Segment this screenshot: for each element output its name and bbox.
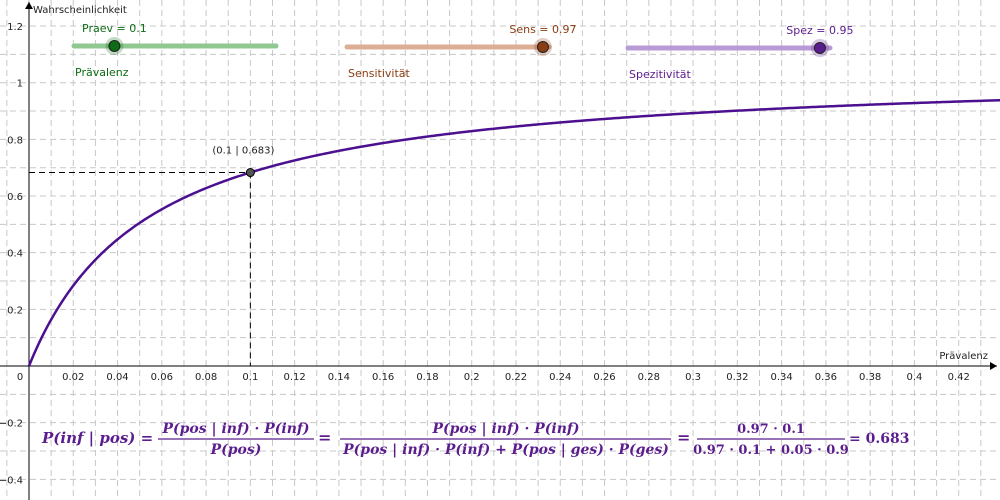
point-label: (0.1 | 0.683) [212,146,274,157]
formula-frac1-denominator: P(pos) [210,442,262,458]
x-tick-label: 0.42 [948,372,970,383]
x-tick-label: 0.36 [815,372,837,383]
formula-frac1-numerator: P(pos | inf) · P(inf) [161,421,309,437]
x-tick-label: 0.08 [195,372,217,383]
formula-frac3-denominator: 0.97 · 0.1 + 0.05 · 0.9 [693,443,849,458]
y-tick-label: 0.4 [7,249,23,260]
x-tick-label: 0.14 [328,372,350,383]
y-tick-label: 0.2 [7,305,23,316]
y-tick-labels: 1.2 1 0.8 0.6 0.4 0.2 −0.2 −0.4 [0,22,23,486]
x-tick-label: 0.32 [726,372,748,383]
x-axis-label: Prävalenz [939,351,988,362]
x-tick-label: 0.18 [416,372,438,383]
formula-equals-1: = [318,428,331,447]
bayes-formula: P(inf | pos) = P(pos | inf) · P(inf) P(p… [41,421,909,458]
y-tick-label: 0.6 [7,192,23,203]
x-tick-label: 0.24 [549,372,571,383]
slider-caption: Sens = 0.97 [509,23,576,36]
probability-curve[interactable] [27,98,1000,367]
x-tick-label: 0.1 [242,372,258,383]
slider-label: Prävalenz [75,66,129,79]
slider-label: Spezitivität [629,68,692,81]
formula-lhs: P(inf | pos) = [41,429,153,447]
x-tick-labels: 0 0.02 0.04 0.06 0.08 0.1 0.12 0.14 0.16 0.18 0.2 0… [17,372,970,383]
formula-frac3-numerator: 0.97 · 0.1 [737,422,805,437]
x-axis-arrow [990,362,997,370]
slider-spez[interactable]: Spez = 0.95 Spezitivität [625,24,854,81]
x-tick-label: 0.06 [151,372,173,383]
x-tick-label: 0 [17,372,23,383]
x-tick-label: 0.38 [859,372,881,383]
slider-caption: Praev = 0.1 [82,22,147,35]
sliders[interactable]: Praev = 0.1 Prävalenz Sens = 0.97 Sensitivi… [71,22,854,81]
y-tick-label: 1.2 [7,22,23,33]
y-tick-label: 0.8 [7,135,23,146]
slider-label: Sensitivität [348,67,410,80]
slider-knob[interactable] [536,41,549,53]
x-tick-label: 0.26 [593,372,615,383]
x-tick-label: 0.2 [464,372,480,383]
y-tick-label: 1 [17,79,23,90]
x-tick-label: 0.28 [638,372,660,383]
x-tick-label: 0.16 [372,372,394,383]
formula-equals-2: = [677,428,690,447]
y-tick-label: −0.2 [0,419,23,430]
x-tick-label: 0.3 [685,372,701,383]
x-tick-label: 0.04 [106,372,128,383]
x-tick-label: 0.4 [906,372,922,383]
x-tick-label: 0.34 [770,372,792,383]
x-tick-label: 0.12 [283,372,305,383]
formula-frac2-numerator: P(pos | inf) · P(inf) [431,421,579,437]
formula-frac2-denominator: P(pos | inf) · P(inf) + P(pos | ges) · P… [342,442,669,458]
y-tick-label: −0.4 [0,475,23,486]
x-tick-label: 0.22 [505,372,527,383]
slider-knob[interactable] [813,42,826,54]
slider-sens[interactable]: Sens = 0.97 Sensitivität [344,23,577,80]
y-axis-arrow [25,2,33,9]
formula-result: = 0.683 [849,431,909,447]
marked-point[interactable] [245,168,255,178]
slider-praev[interactable]: Praev = 0.1 Prävalenz [71,22,279,79]
slider-knob[interactable] [108,40,121,52]
slider-caption: Spez = 0.95 [786,24,853,37]
x-tick-label: 0.02 [62,372,84,383]
y-axis-label: Wahrscheinlichkeit [33,5,127,16]
